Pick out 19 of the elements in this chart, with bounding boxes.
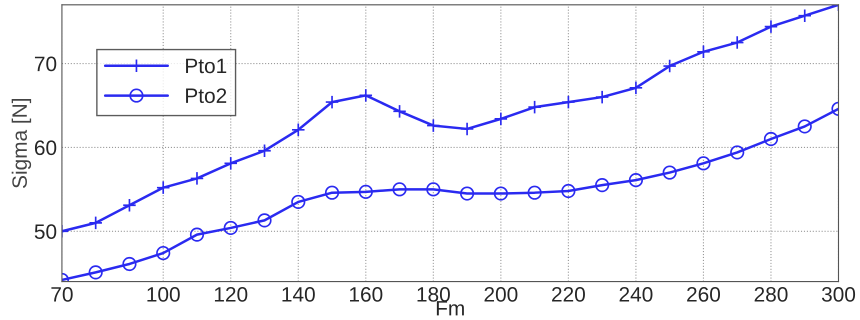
x-tick-label: 160 xyxy=(350,287,382,302)
x-tick-label: 240 xyxy=(620,287,652,302)
x-tick-label: 100 xyxy=(147,287,180,302)
x-tick-label: 300 xyxy=(822,287,856,302)
x-tick-label: 260 xyxy=(687,287,720,302)
y-tick-label: 70 xyxy=(34,56,56,72)
x-tick-label: 280 xyxy=(754,287,788,302)
y-tick-label: 60 xyxy=(34,140,56,156)
x-tick-label: 140 xyxy=(282,287,315,302)
x-axis-title: Fm xyxy=(436,301,464,316)
x-tick-label: 70 xyxy=(51,287,73,302)
y-axis-title: Sigma [N] xyxy=(12,98,32,188)
y-tick-label: 50 xyxy=(34,224,56,240)
x-tick-label: 180 xyxy=(418,287,450,302)
legend-label: Pto2 xyxy=(186,88,226,104)
legend-label: Pto1 xyxy=(186,58,226,74)
x-tick-label: 220 xyxy=(552,287,585,302)
x-tick-label: 120 xyxy=(214,287,248,302)
x-tick-label: 200 xyxy=(484,287,518,302)
